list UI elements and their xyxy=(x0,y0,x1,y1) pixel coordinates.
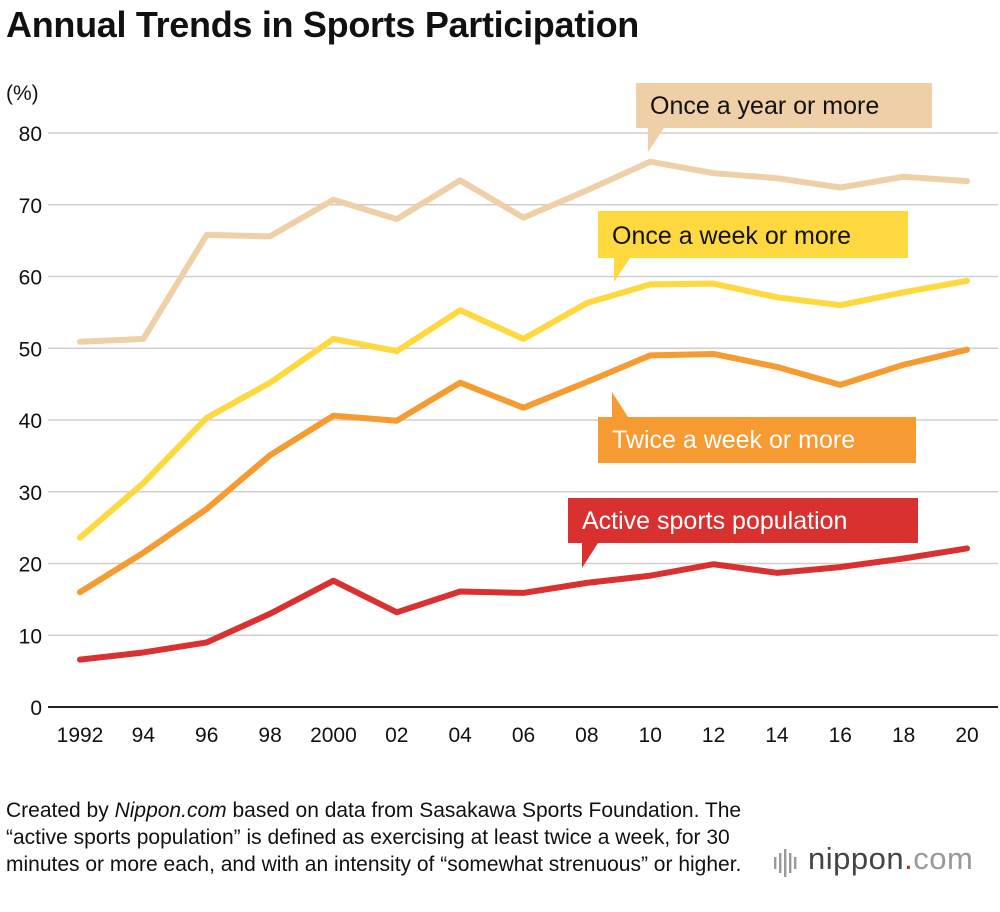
x-tick-label: 1992 xyxy=(57,724,104,747)
y-tick-label: 30 xyxy=(19,482,42,505)
grid-layer xyxy=(48,132,998,636)
series-label: Twice a week or more xyxy=(612,426,855,454)
y-tick-label: 40 xyxy=(19,410,42,433)
logo-text: nippon.com xyxy=(808,841,973,877)
x-tick-label: 08 xyxy=(575,724,598,747)
series-lines xyxy=(77,158,970,663)
x-tick-label: 96 xyxy=(195,724,218,747)
series-label: Active sports population xyxy=(582,507,847,535)
x-tick-label: 14 xyxy=(765,724,789,747)
logo-dot: . xyxy=(904,841,914,876)
callout-pointer xyxy=(612,392,628,417)
x-tick-label: 02 xyxy=(385,724,408,747)
series-label-callout: Once a year or more xyxy=(636,83,932,152)
callout-pointer xyxy=(614,258,630,282)
y-tick-label: 60 xyxy=(19,267,42,290)
logo-name: nippon xyxy=(808,841,905,876)
chart-title: Annual Trends in Sports Participation xyxy=(6,4,639,45)
x-tick-label: 10 xyxy=(639,724,662,747)
y-tick-label: 0 xyxy=(30,697,42,720)
x-tick-label: 98 xyxy=(258,724,281,747)
series-label: Once a year or more xyxy=(650,92,879,120)
x-tick-label: 06 xyxy=(512,724,535,747)
line-chart: 0 10 20 30 40 50 60 70 80 (%) 1992 94 96 98 2000 02 04 06… xyxy=(6,82,998,747)
source-note: Created by Nippon.com based on data from… xyxy=(6,797,766,878)
series-label: Once a week or more xyxy=(612,222,851,250)
callout-box xyxy=(636,83,932,128)
series-label-callout: Active sports population xyxy=(568,498,918,568)
source-text: based on data from Sasakawa Sports Found… xyxy=(6,799,742,876)
axis-layer: 0 10 20 30 40 50 60 70 80 (%) 1992 94 96 98 2000 02 04 06… xyxy=(6,82,998,747)
series-label-callout: Twice a week or more xyxy=(598,392,916,463)
x-tick-label: 2000 xyxy=(310,724,357,747)
source-name: Nippon.com xyxy=(114,799,227,822)
callout-box xyxy=(598,417,916,463)
x-tick-label: 20 xyxy=(955,724,978,747)
x-tick-label: 12 xyxy=(702,724,725,747)
y-tick-label: 20 xyxy=(19,554,42,577)
callout-pointer xyxy=(582,543,598,568)
y-tick-label: 50 xyxy=(19,338,42,361)
y-tick-label: 80 xyxy=(19,123,42,146)
logo-suffix: com xyxy=(913,841,974,876)
waveform-icon xyxy=(774,849,797,877)
callout-box xyxy=(598,211,908,258)
y-tick-label: 70 xyxy=(19,195,42,218)
source-prefix: Created by xyxy=(6,799,115,822)
y-axis-unit: (%) xyxy=(6,82,39,105)
x-tick-label: 16 xyxy=(829,724,852,747)
series-line xyxy=(77,346,970,596)
series-labels: Once a year or more Once a week or more Tw… xyxy=(568,83,932,568)
nippon-logo: nippon.com xyxy=(772,841,1000,877)
callout-box xyxy=(568,498,918,543)
y-tick-label: 10 xyxy=(19,625,42,648)
series-label-callout: Once a week or more xyxy=(598,211,908,282)
series-line xyxy=(77,545,970,663)
x-tick-label: 04 xyxy=(448,724,472,747)
x-tick-label: 94 xyxy=(132,724,156,747)
callout-pointer xyxy=(648,128,664,152)
x-tick-label: 18 xyxy=(892,724,915,747)
